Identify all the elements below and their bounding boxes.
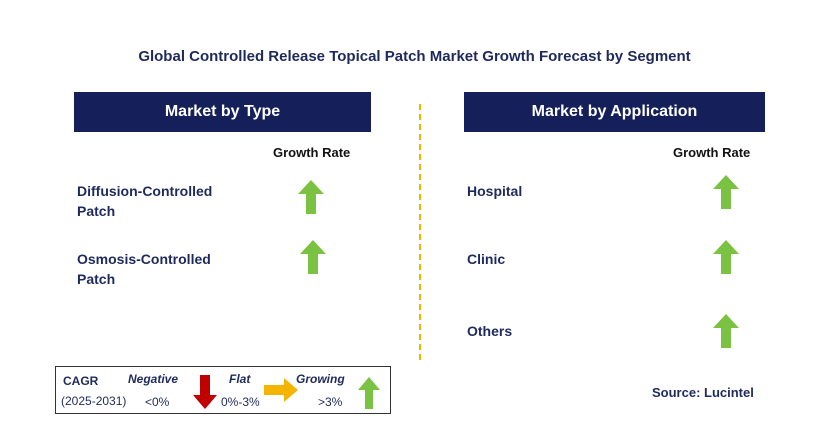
legend-negative-label: Negative [128,372,179,386]
up-arrow-icon [298,180,324,214]
up-arrow-icon [300,240,326,274]
type-row-diffusion-line1: Diffusion-Controlled [77,183,213,199]
left-growth-rate-label: Growth Rate [273,145,351,160]
application-row-others: Others [467,323,513,339]
market-by-application-header-label: Market by Application [531,103,698,120]
legend-negative-value: <0% [145,395,170,409]
right-growth-rate-label: Growth Rate [673,145,751,160]
legend-growing-value: >3% [318,395,343,409]
application-row-clinic: Clinic [467,251,506,267]
up-arrow-icon [713,240,739,274]
legend-cagr-label: CAGR [63,374,99,388]
market-by-type-header: Market by Type [74,92,371,132]
up-arrow-icon [713,314,739,348]
right-arrow-icon [264,378,298,402]
type-row-osmosis-line2: Patch [77,271,116,287]
legend-flat-value: 0%-3% [221,395,260,409]
market-by-type-header-label: Market by Type [164,103,281,120]
up-arrow-icon [713,175,739,209]
source-note: Source: Lucintel [652,385,754,400]
type-row-diffusion: Diffusion-Controlled Patch [77,181,212,221]
market-by-application-header: Market by Application [464,92,765,132]
legend-period: (2025-2031) [61,394,127,408]
down-arrow-icon [193,375,217,409]
type-row-diffusion-line2: Patch [77,203,116,219]
type-row-osmosis: Osmosis-Controlled Patch [77,249,211,289]
legend-growing-label: Growing [296,372,345,386]
application-row-hospital: Hospital [467,183,523,199]
cagr-legend: CAGR (2025-2031) Negative <0% Flat 0%-3%… [55,366,391,414]
up-arrow-icon [358,377,380,409]
type-row-osmosis-line1: Osmosis-Controlled [77,251,211,267]
panel-divider [419,104,421,360]
legend-flat-label: Flat [229,372,251,386]
chart-title: Global Controlled Release Topical Patch … [138,48,691,65]
